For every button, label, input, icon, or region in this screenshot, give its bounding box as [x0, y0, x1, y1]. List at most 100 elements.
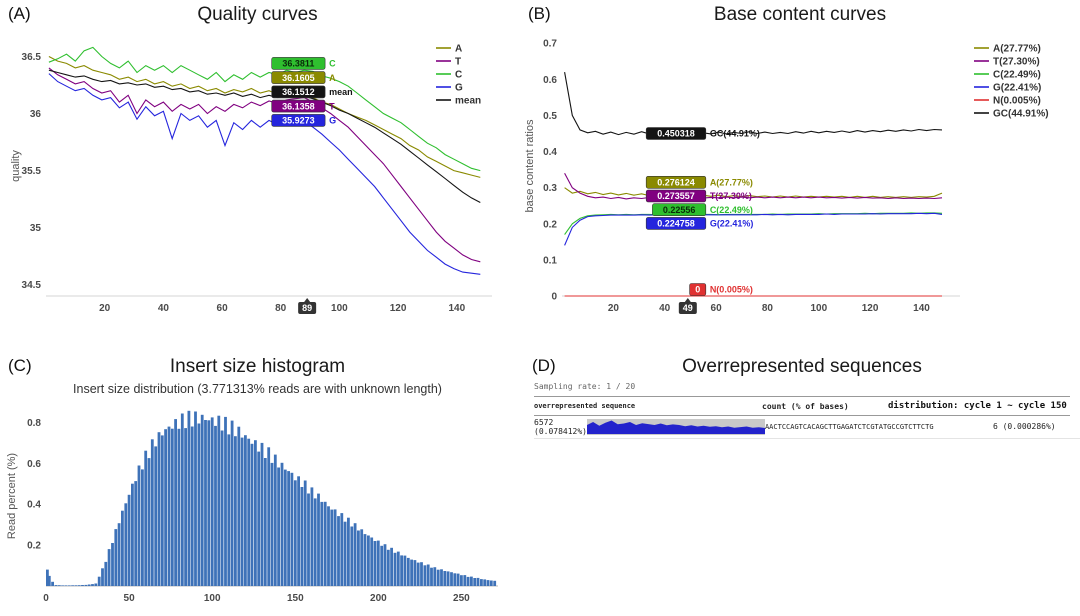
svg-text:G(22.41%): G(22.41%)	[710, 219, 754, 229]
svg-text:36: 36	[30, 109, 42, 120]
svg-text:Read percent (%): Read percent (%)	[6, 453, 18, 539]
svg-text:20: 20	[99, 303, 111, 314]
svg-text:200: 200	[370, 593, 387, 604]
panel-overrepresented-sequences: (D) Overrepresented sequences Sampling r…	[524, 352, 1080, 616]
svg-text:100: 100	[204, 593, 221, 604]
svg-text:60: 60	[711, 303, 723, 314]
svg-text:0.224758: 0.224758	[657, 219, 695, 229]
svg-text:35: 35	[30, 223, 42, 234]
svg-text:89: 89	[302, 303, 312, 313]
svg-text:0.6: 0.6	[27, 459, 41, 470]
svg-text:G: G	[455, 83, 463, 94]
svg-text:G(22.41%): G(22.41%)	[993, 83, 1041, 94]
svg-text:80: 80	[275, 303, 287, 314]
svg-text:A: A	[329, 73, 336, 83]
svg-text:140: 140	[913, 303, 930, 314]
svg-text:0.3: 0.3	[543, 183, 557, 194]
count-cell: 6572 (0.078412%)	[534, 418, 587, 436]
table-header-cell: count (% of bases)	[762, 401, 849, 411]
svg-text:GC(44.91%): GC(44.91%)	[993, 109, 1049, 120]
distribution-sparkline	[586, 419, 765, 435]
svg-text:36.1605: 36.1605	[282, 73, 315, 83]
svg-text:T(27.30%): T(27.30%)	[993, 57, 1040, 68]
svg-text:0.2: 0.2	[543, 219, 557, 230]
svg-text:C: C	[329, 59, 336, 69]
svg-text:50: 50	[124, 593, 136, 604]
svg-text:100: 100	[810, 303, 827, 314]
panel-label-c: (C)	[8, 356, 32, 375]
svg-text:80: 80	[762, 303, 774, 314]
svg-text:0.8: 0.8	[27, 418, 41, 429]
svg-text:36.1358: 36.1358	[282, 101, 315, 111]
svg-text:quality: quality	[10, 150, 22, 182]
panel-title-quality-curves: Quality curves	[197, 4, 318, 25]
panel-quality-curves: (A) Quality curves 34.5 35 35.5 36 36.5 20 40 6…	[0, 0, 515, 348]
svg-text:0.4: 0.4	[543, 147, 557, 158]
svg-text:36.3811: 36.3811	[282, 59, 314, 69]
overrepresented-sequences-table: overrepresented sequence count (% of base…	[534, 396, 1080, 439]
svg-text:250: 250	[453, 593, 470, 604]
svg-text:C: C	[455, 70, 462, 81]
svg-text:C(22.49%): C(22.49%)	[993, 70, 1041, 81]
panel-base-content-curves: (B) Base content curves 0 0.1 0.2 0.3 0.4 0.5…	[520, 0, 1080, 348]
table-row: AAAAAAAAAA6572 (0.078412%)AACTCCAGTCACAG…	[534, 416, 1080, 439]
svg-text:mean: mean	[329, 87, 353, 97]
svg-text:20: 20	[608, 303, 620, 314]
sequence-cell: AACTCCAGTCACAGCTTGAGATCTCGTATGCCGTCTTCTG	[764, 422, 934, 431]
svg-text:36.1512: 36.1512	[282, 87, 315, 97]
svg-text:60: 60	[217, 303, 229, 314]
panel-title-insert-size-histogram: Insert size histogram	[169, 356, 346, 377]
svg-text:35.9273: 35.9273	[282, 116, 315, 126]
svg-text:120: 120	[862, 303, 879, 314]
svg-text:0: 0	[551, 292, 557, 303]
svg-text:GC(44.91%): GC(44.91%)	[710, 129, 760, 139]
svg-text:0.5: 0.5	[543, 111, 557, 122]
svg-text:0.7: 0.7	[543, 39, 557, 50]
svg-text:40: 40	[158, 303, 170, 314]
svg-text:0.1: 0.1	[543, 255, 557, 266]
svg-text:N(0.005%): N(0.005%)	[710, 285, 753, 295]
svg-text:49: 49	[683, 303, 693, 313]
svg-text:A: A	[455, 44, 462, 55]
insert-size-subtitle: Insert size distribution (3.771313% read…	[73, 382, 442, 396]
table-header-row: overrepresented sequence count (% of base…	[534, 396, 1070, 416]
svg-text:36.5: 36.5	[22, 52, 42, 63]
panel-label-d: (D)	[532, 356, 556, 375]
base-content-curves-chart[interactable]: 0 0.1 0.2 0.3 0.4 0.5 0.6 0.7 20 40 60 80 100 120 140 b…	[522, 28, 1078, 330]
svg-text:0.22556: 0.22556	[663, 205, 696, 215]
svg-text:140: 140	[448, 303, 465, 314]
svg-text:0.4: 0.4	[27, 500, 41, 511]
svg-text:0.2: 0.2	[27, 541, 41, 552]
panel-insert-size-histogram: (C) Insert size histogram Insert size di…	[0, 352, 515, 616]
svg-text:C(22.49%): C(22.49%)	[710, 205, 753, 215]
svg-text:base content ratios: base content ratios	[524, 119, 536, 212]
panel-label-b: (B)	[528, 4, 551, 23]
svg-text:120: 120	[390, 303, 407, 314]
svg-text:34.5: 34.5	[22, 280, 42, 291]
svg-text:100: 100	[331, 303, 348, 314]
panel-label-a: (A)	[8, 4, 31, 23]
table-header-cell: overrepresented sequence	[534, 402, 636, 410]
svg-text:T: T	[329, 101, 335, 111]
svg-text:T: T	[455, 57, 461, 68]
table-row: AACTCCAGTCACAGCTTGAGATCTCGTATGCCGTCTTCTG…	[764, 416, 1080, 439]
svg-text:A(27.77%): A(27.77%)	[993, 44, 1041, 55]
svg-text:N(0.005%): N(0.005%)	[993, 96, 1041, 107]
svg-text:40: 40	[659, 303, 671, 314]
svg-text:0.273557: 0.273557	[657, 191, 695, 201]
svg-text:0.6: 0.6	[543, 75, 557, 86]
quality-curves-chart[interactable]: 34.5 35 35.5 36 36.5 20 40 60 80 100 120 140 quality…	[8, 28, 506, 330]
panel-title-overrepresented-sequences: Overrepresented sequences	[682, 356, 922, 377]
table-header-cell: distribution: cycle 1 ~ cycle 150	[888, 401, 1067, 411]
svg-text:0: 0	[43, 593, 49, 604]
svg-text:A(27.77%): A(27.77%)	[710, 177, 753, 187]
svg-text:150: 150	[287, 593, 304, 604]
count-cell: 6 (0.000286%)	[992, 422, 1056, 431]
svg-text:mean: mean	[455, 96, 481, 107]
svg-text:35.5: 35.5	[22, 166, 42, 177]
svg-text:0: 0	[695, 285, 700, 295]
panel-title-base-content-curves: Base content curves	[713, 4, 887, 25]
insert-size-histogram-chart[interactable]: 0.2 0.4 0.6 0.8 0 50 100 150 200 250 Read percent …	[4, 400, 508, 612]
svg-text:T(27.30%): T(27.30%)	[710, 191, 752, 201]
sampling-rate-text: Sampling rate: 1 / 20	[534, 382, 636, 391]
